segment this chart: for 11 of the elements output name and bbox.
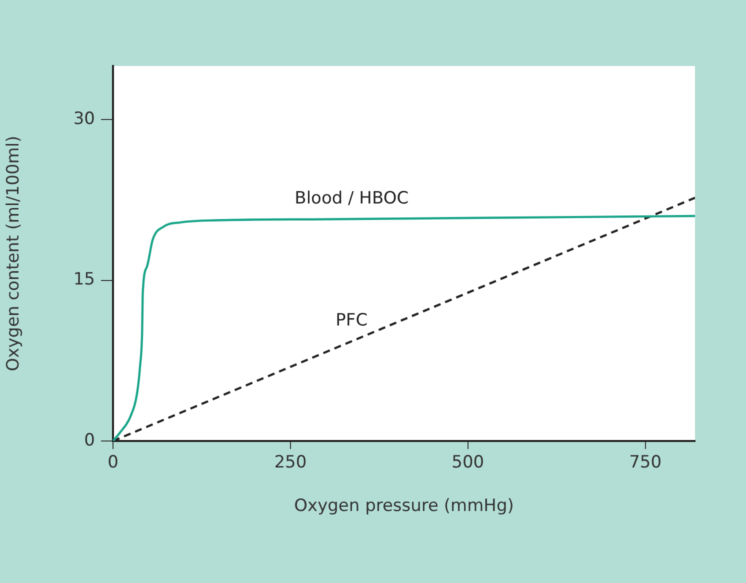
y-tick-label: 30 (73, 108, 95, 129)
series-label: Blood / HBOC (294, 188, 409, 208)
x-tick-label: 0 (108, 452, 118, 473)
x-tick-label: 750 (629, 452, 662, 473)
y-axis-title: Oxygen content (ml/100ml) (4, 136, 24, 372)
series-label: PFC (336, 310, 368, 331)
x-tick-label: 250 (274, 452, 307, 473)
y-tick-label: 15 (73, 270, 95, 290)
x-axis-title: Oxygen pressure (mmHg) (294, 496, 514, 516)
y-tick-label: 0 (84, 430, 95, 450)
x-tick-label: 500 (452, 452, 484, 473)
